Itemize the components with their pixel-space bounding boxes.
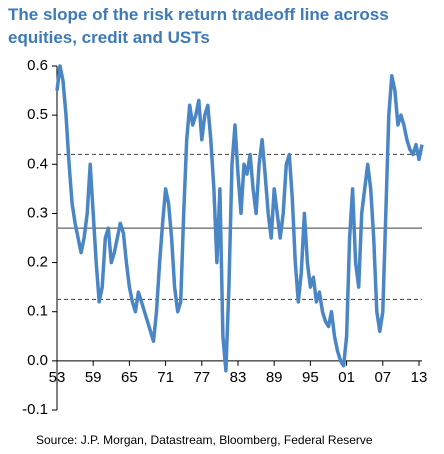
y-tick-label: 0.2 — [27, 254, 48, 271]
x-tick-label: 53 — [49, 369, 66, 386]
y-tick-label: 0.5 — [27, 106, 48, 123]
x-tick-label: 95 — [302, 369, 319, 386]
x-tick-label: 89 — [266, 369, 283, 386]
x-tick-label: 13 — [411, 369, 428, 386]
y-tick-label: 0.3 — [27, 204, 48, 221]
y-tick-label: -0.1 — [22, 401, 48, 418]
data-line — [55, 64, 424, 373]
y-tick-label: 0.4 — [27, 155, 48, 172]
y-tick-label: 0.0 — [27, 352, 48, 369]
x-tick-label: 65 — [121, 369, 138, 386]
y-tick-label: 0.1 — [27, 303, 48, 320]
x-tick-label: 77 — [193, 369, 210, 386]
x-tick-label: 01 — [338, 369, 355, 386]
y-tick-label: 0.6 — [27, 57, 48, 74]
x-tick-label: 83 — [230, 369, 247, 386]
chart-title: The slope of the risk return tradeoff li… — [8, 5, 389, 24]
source-note: Source: J.P. Morgan, Datastream, Bloombe… — [36, 433, 373, 447]
x-tick-label: 07 — [374, 369, 391, 386]
chart-title: equities, credit and USTs — [8, 28, 210, 47]
x-tick-label: 59 — [85, 369, 102, 386]
x-tick-label: 71 — [157, 369, 174, 386]
